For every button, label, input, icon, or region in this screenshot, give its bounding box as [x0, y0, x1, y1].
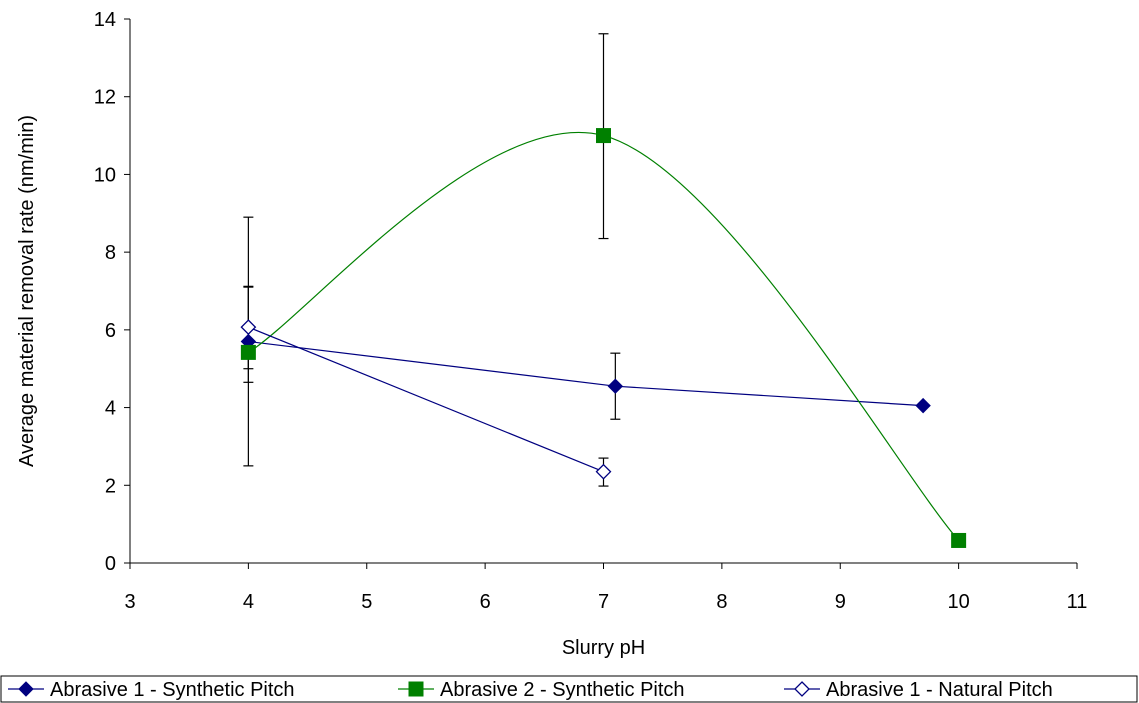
y-tick-label: 10	[94, 164, 116, 186]
legend-label-2: Abrasive 1 - Natural Pitch	[826, 679, 1053, 701]
x-tick-label: 8	[716, 591, 727, 613]
y-tick-label: 2	[105, 475, 116, 497]
x-axis-label: Slurry pH	[562, 637, 645, 659]
y-tick-label: 12	[94, 87, 116, 109]
y-tick-label: 0	[105, 553, 116, 575]
x-tick-label: 5	[361, 591, 372, 613]
data-point-series-2	[595, 463, 612, 480]
legend-label-0: Abrasive 1 - Synthetic Pitch	[50, 679, 295, 701]
y-tick-label: 8	[105, 242, 116, 264]
data-point-series-2	[240, 319, 257, 336]
data-point-series-1	[596, 128, 611, 144]
legend-label-1: Abrasive 2 - Synthetic Pitch	[440, 679, 685, 701]
x-tick-label: 4	[243, 591, 254, 613]
x-tick-label: 6	[480, 591, 491, 613]
legend-marker-0	[18, 681, 34, 697]
y-axis-label: Average material removal rate (nm/min)	[16, 115, 38, 467]
data-point-series-0	[915, 397, 931, 414]
series-line-2	[248, 326, 604, 473]
x-tick-label: 7	[598, 591, 609, 613]
legend-box	[0, 675, 1138, 703]
y-tick-label: 4	[105, 398, 116, 420]
axes: 0 2 4 6 8 10 12 14 3 4 5 6 7 8 9 10 11	[94, 9, 1088, 613]
x-tick-label: 3	[124, 591, 135, 613]
data-point-series-0	[607, 378, 624, 394]
y-tick-label: 6	[105, 320, 116, 342]
legend-marker-1	[408, 681, 424, 697]
data-point-series-1	[240, 344, 256, 360]
x-tick-label: 9	[835, 591, 846, 613]
series-line-0	[248, 340, 924, 407]
legend-marker-2	[794, 681, 810, 697]
y-tick-label: 14	[94, 9, 116, 31]
x-tick-label: 11	[1067, 591, 1088, 613]
legend: Abrasive 1 - Synthetic Pitch Abrasive 2 -…	[0, 675, 1138, 703]
x-tick-label: 10	[948, 591, 970, 613]
data-point-series-1	[951, 532, 967, 548]
plot-area	[240, 33, 967, 548]
